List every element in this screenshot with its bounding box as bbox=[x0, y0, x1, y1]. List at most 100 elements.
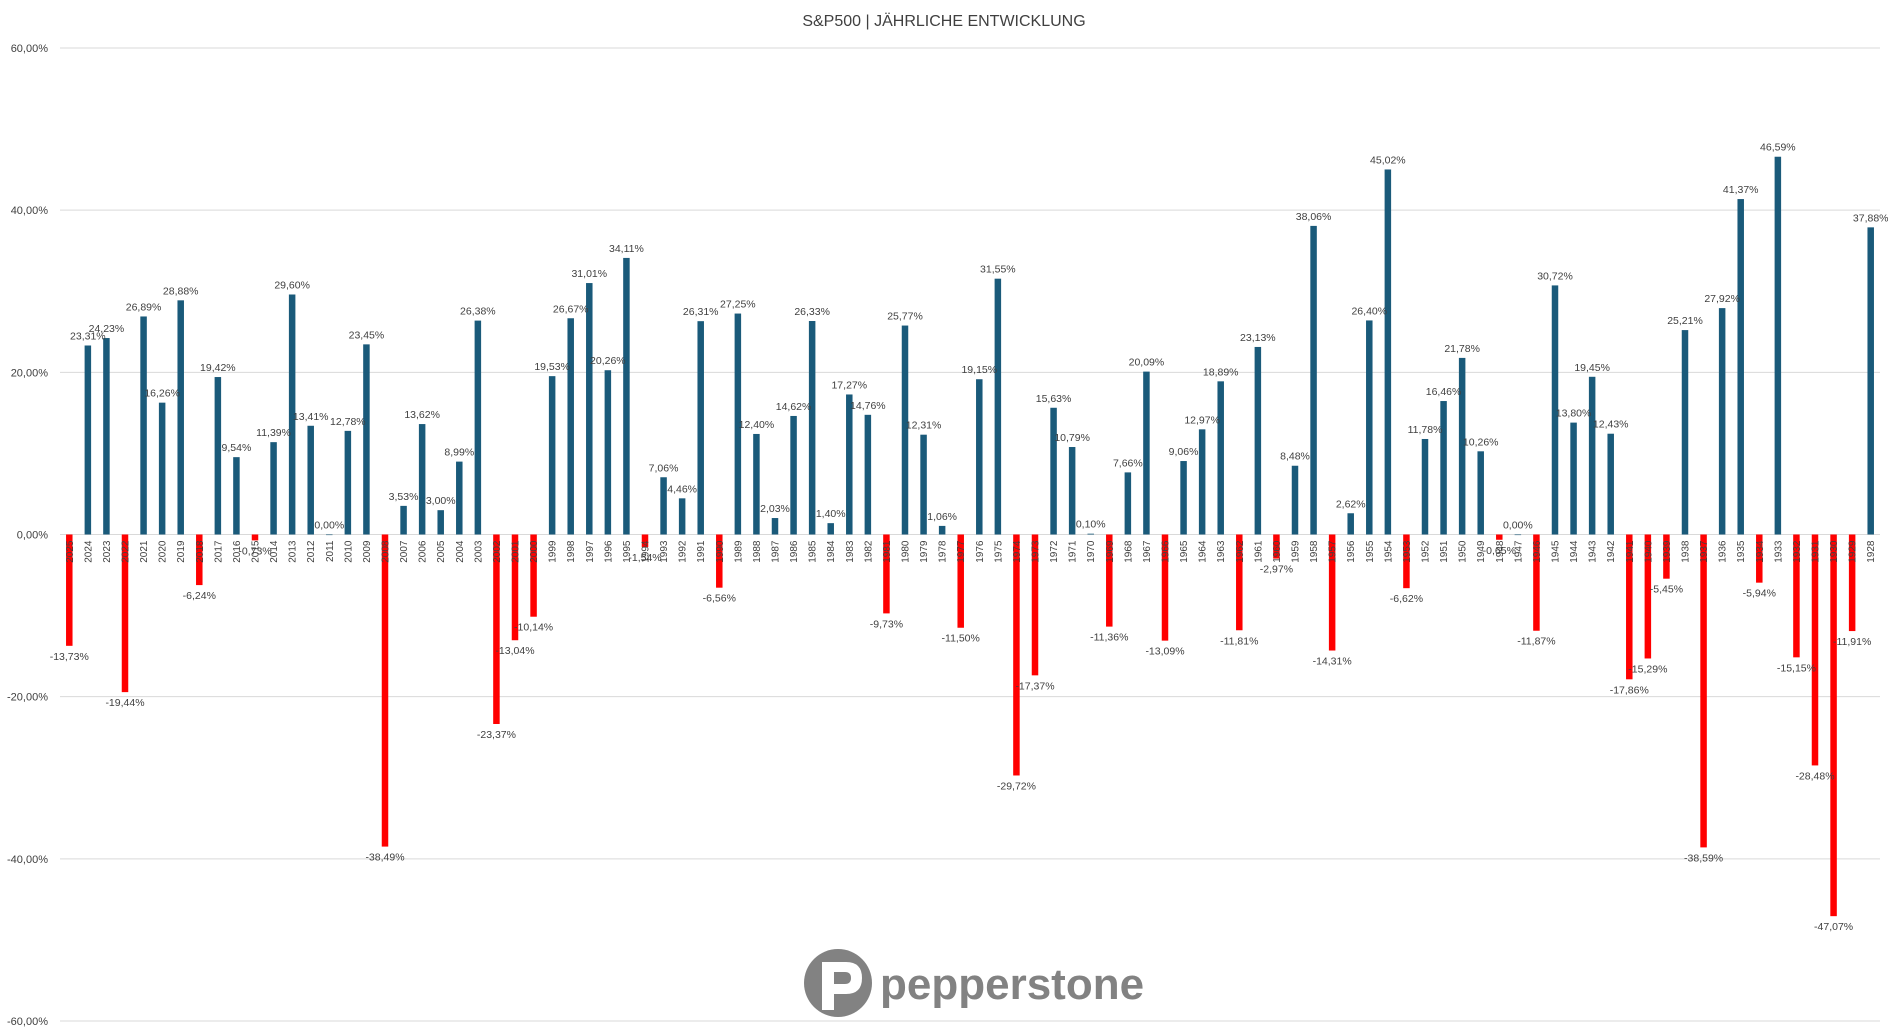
x-tick-label: 2008 bbox=[381, 540, 392, 563]
data-label: 38,06% bbox=[1296, 211, 1332, 223]
bar bbox=[1310, 225, 1317, 535]
bar bbox=[976, 379, 983, 535]
x-tick-label: 1941 bbox=[1625, 540, 1636, 563]
x-tick-label: 1976 bbox=[975, 540, 986, 563]
data-label: 31,01% bbox=[571, 268, 607, 280]
bar bbox=[827, 523, 834, 535]
y-tick-label: -20,00% bbox=[7, 692, 48, 704]
x-tick-label: 1946 bbox=[1532, 540, 1543, 563]
bar bbox=[548, 376, 556, 535]
bar bbox=[1570, 422, 1577, 535]
data-label: -13,04% bbox=[495, 645, 534, 657]
bar bbox=[1347, 513, 1354, 535]
bar bbox=[1124, 472, 1132, 535]
data-label: 12,78% bbox=[330, 416, 366, 428]
x-tick-label: 1959 bbox=[1291, 540, 1302, 563]
bar bbox=[121, 534, 129, 693]
data-label: 8,99% bbox=[444, 447, 474, 459]
bar bbox=[586, 283, 593, 535]
data-label: -15,15% bbox=[1777, 662, 1816, 674]
x-tick-label: 1993 bbox=[659, 540, 670, 563]
x-tick-label: 2003 bbox=[473, 540, 484, 563]
bar bbox=[1273, 534, 1280, 559]
data-label: 12,40% bbox=[739, 419, 775, 431]
bar bbox=[1291, 465, 1299, 535]
x-tick-label: 1981 bbox=[882, 540, 893, 563]
data-label: 17,27% bbox=[831, 379, 867, 391]
bar bbox=[1421, 438, 1429, 535]
data-label: -17,37% bbox=[1015, 680, 1054, 692]
data-label: 10,79% bbox=[1054, 432, 1090, 444]
data-label: 13,41% bbox=[293, 411, 329, 423]
bar bbox=[1217, 381, 1224, 535]
data-label: -38,49% bbox=[365, 852, 404, 864]
data-label: 9,54% bbox=[222, 442, 252, 454]
bar bbox=[1496, 534, 1503, 540]
y-tick-label: 20,00% bbox=[11, 367, 49, 379]
bar bbox=[1068, 447, 1076, 535]
data-label: -17,86% bbox=[1610, 684, 1649, 696]
x-tick-label: 2025 bbox=[65, 540, 76, 563]
x-tick-label: 1963 bbox=[1216, 540, 1227, 563]
x-tick-label: 1940 bbox=[1643, 540, 1654, 563]
bar bbox=[734, 313, 742, 535]
x-tick-label: 2007 bbox=[399, 540, 410, 563]
x-tick-label: 1966 bbox=[1161, 540, 1172, 563]
x-tick-label: 1982 bbox=[863, 540, 874, 563]
x-tick-label: 1958 bbox=[1309, 540, 1320, 563]
bar bbox=[288, 294, 296, 535]
data-label: -6,24% bbox=[183, 590, 216, 602]
bar bbox=[1718, 308, 1726, 535]
x-tick-label: 2015 bbox=[251, 540, 262, 563]
bar bbox=[307, 425, 314, 535]
data-label: -5,94% bbox=[1743, 588, 1776, 600]
x-tick-label: 1999 bbox=[548, 540, 559, 563]
data-label: 27,25% bbox=[720, 299, 756, 311]
x-tick-label: 1934 bbox=[1755, 540, 1766, 563]
data-label: 30,72% bbox=[1537, 270, 1573, 282]
data-label: 27,92% bbox=[1704, 293, 1740, 305]
bar bbox=[1756, 534, 1763, 583]
x-tick-label: 2006 bbox=[418, 540, 429, 563]
logo-letter-p-shape bbox=[822, 962, 862, 1010]
data-label: 28,88% bbox=[163, 285, 199, 297]
x-tick-label: 2013 bbox=[288, 540, 299, 563]
x-tick-label: 1964 bbox=[1198, 540, 1209, 563]
bar bbox=[493, 534, 500, 724]
x-tick-label: 2012 bbox=[306, 540, 317, 563]
data-label: 37,88% bbox=[1853, 212, 1888, 224]
y-tick-label: -40,00% bbox=[7, 854, 48, 866]
x-tick-label: 2021 bbox=[139, 540, 150, 563]
x-tick-label: 1945 bbox=[1551, 540, 1562, 563]
bar bbox=[530, 534, 537, 617]
x-tick-label: 2001 bbox=[511, 540, 522, 563]
bar bbox=[1440, 401, 1447, 535]
data-label: -2,97% bbox=[1260, 564, 1293, 576]
data-label: 16,46% bbox=[1426, 386, 1462, 398]
x-tick-label: 2019 bbox=[176, 540, 187, 563]
x-tick-label: 1957 bbox=[1328, 540, 1339, 563]
data-label: 26,33% bbox=[794, 306, 830, 318]
bar bbox=[251, 534, 259, 541]
data-label: 12,31% bbox=[906, 420, 942, 432]
x-tick-label: 1954 bbox=[1383, 540, 1394, 563]
x-tick-label: 1984 bbox=[826, 540, 837, 563]
data-label: 4,46% bbox=[667, 483, 697, 495]
bar bbox=[1514, 534, 1522, 536]
data-label: 13,62% bbox=[404, 409, 440, 421]
bar bbox=[1477, 451, 1484, 535]
data-label: -6,62% bbox=[1390, 593, 1423, 605]
data-label: 13,80% bbox=[1556, 408, 1592, 420]
data-label: -23,37% bbox=[477, 729, 516, 741]
x-tick-label: 1980 bbox=[901, 540, 912, 563]
x-tick-label: 1942 bbox=[1606, 540, 1617, 563]
data-label: -28,48% bbox=[1795, 770, 1834, 782]
data-label: 46,59% bbox=[1760, 142, 1796, 154]
x-axis-ticks: 2025 2024 2023 2022 2021 2020 2019 2018 2017 2016… bbox=[65, 540, 1877, 563]
bars bbox=[66, 156, 1874, 917]
bar bbox=[158, 402, 166, 535]
x-tick-label: 1978 bbox=[938, 540, 949, 563]
data-label: 26,89% bbox=[126, 301, 162, 313]
bar bbox=[1143, 371, 1150, 535]
x-tick-label: 1994 bbox=[641, 540, 652, 563]
